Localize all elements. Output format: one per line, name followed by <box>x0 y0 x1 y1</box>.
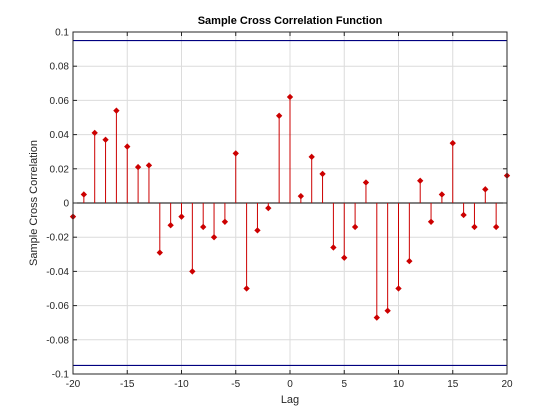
y-tick-label: -0.06 <box>46 301 69 312</box>
y-axis-title: Sample Cross Correlation <box>28 140 40 266</box>
stem-marker <box>221 218 229 225</box>
y-tick-label: 0.02 <box>50 164 70 175</box>
stem-marker <box>91 129 98 137</box>
stem-marker <box>265 204 272 212</box>
y-tick-label: -0.08 <box>46 335 69 346</box>
stem-marker <box>406 257 413 265</box>
y-tick-label: 0.08 <box>50 62 70 73</box>
stem-marker <box>124 143 131 150</box>
y-tick-label: -0.1 <box>52 370 70 381</box>
axes-layer <box>72 31 508 375</box>
stem-marker <box>254 227 261 234</box>
stem-marker <box>362 179 370 186</box>
stem-marker <box>113 107 120 114</box>
y-tick-label: 0.1 <box>55 28 69 39</box>
x-tick-label: 10 <box>393 379 405 390</box>
x-tick-label: 5 <box>341 379 347 390</box>
stem-marker <box>319 170 326 178</box>
x-tick-label: -20 <box>66 379 81 390</box>
y-tick-label: 0.06 <box>50 96 70 107</box>
stem-marker <box>134 163 142 171</box>
stem-marker <box>471 223 478 231</box>
stem-marker <box>438 191 446 198</box>
stem-marker <box>417 177 424 184</box>
stem-marker <box>275 112 283 119</box>
stem-marker <box>384 307 391 314</box>
tick-label-layer: -20 -15 -10 -5 0 5 10 15 20 -0.1 -0.08 -0.06 -0.04 -0… <box>46 28 513 391</box>
y-tick-label: -0.04 <box>46 267 69 278</box>
stem-marker <box>308 153 315 160</box>
stem-marker <box>156 249 163 256</box>
confidence-bound-layer <box>73 39 507 367</box>
x-tick-label: -5 <box>231 379 240 390</box>
stem-marker <box>210 234 218 241</box>
stem-marker <box>243 285 250 292</box>
stem-marker <box>449 139 456 147</box>
stem-marker <box>178 213 185 220</box>
stem-marker <box>167 222 174 229</box>
y-tick-label: 0.04 <box>50 130 70 141</box>
stem-marker <box>330 244 337 251</box>
stem-marker <box>427 218 435 225</box>
stem-marker <box>145 162 153 169</box>
stem-marker <box>102 136 109 143</box>
stem-marker <box>297 192 305 200</box>
stem-marker <box>232 150 239 157</box>
x-tick-label: -10 <box>174 379 189 390</box>
stem-marker <box>286 93 294 101</box>
x-tick-label: 15 <box>447 379 459 390</box>
stem-marker <box>341 254 348 261</box>
stem-marker <box>80 191 88 198</box>
stem-marker <box>200 223 207 231</box>
stem-marker <box>351 223 359 231</box>
stem-layer <box>69 93 511 321</box>
chart-title: Sample Cross Correlation Function <box>198 15 383 27</box>
y-tick-label: -0.02 <box>46 233 69 244</box>
stem-marker <box>189 268 196 275</box>
y-tick-label: 0 <box>63 199 69 210</box>
stem-marker <box>460 211 467 219</box>
stem-marker <box>373 314 380 321</box>
stem-marker <box>395 285 402 292</box>
x-tick-label: 0 <box>287 379 293 390</box>
x-axis-title: Lag <box>281 394 299 406</box>
stem-marker <box>482 186 489 193</box>
x-tick-label: -15 <box>120 379 135 390</box>
x-tick-label: 20 <box>501 379 513 390</box>
stem-marker <box>492 223 500 231</box>
